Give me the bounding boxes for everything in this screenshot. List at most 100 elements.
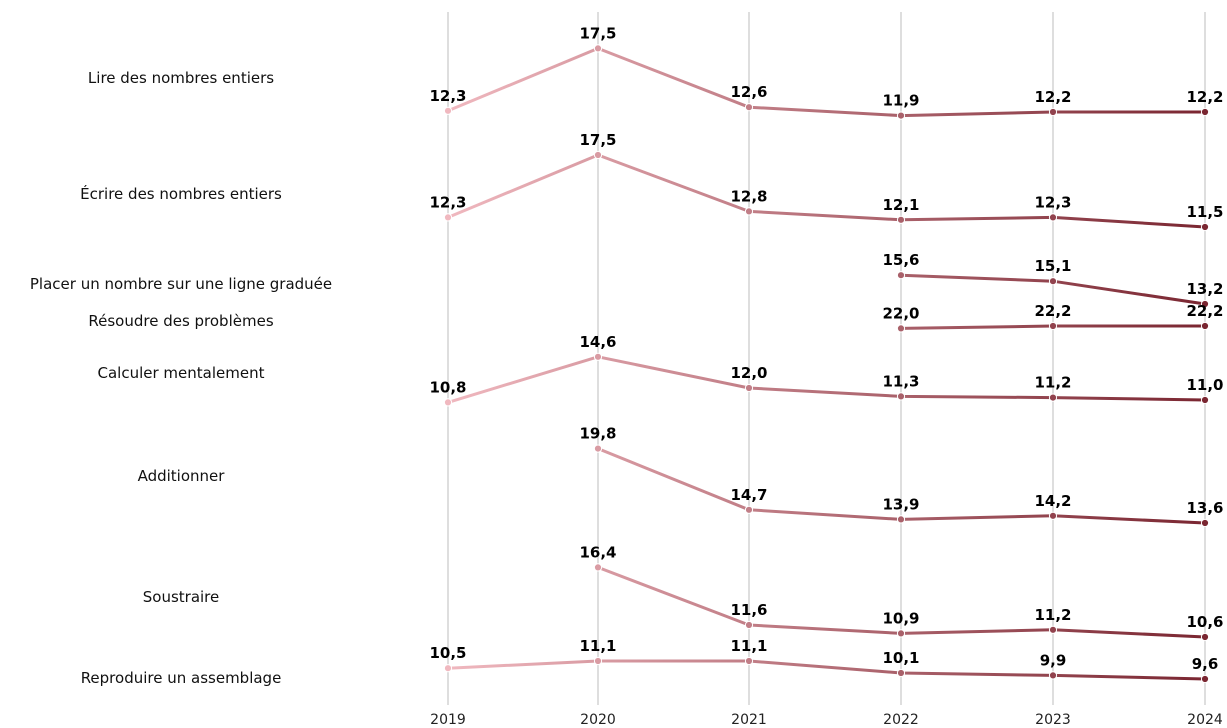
row-label: Soustraire <box>143 588 220 606</box>
data-point <box>896 629 906 638</box>
data-label: 13,6 <box>1186 499 1223 517</box>
data-label: 12,6 <box>730 83 767 101</box>
data-point <box>593 352 603 361</box>
data-point <box>896 392 906 401</box>
data-label: 13,2 <box>1186 280 1223 298</box>
data-point <box>1048 107 1058 117</box>
series-layer: 12,3 17,5 12,6 11,9 12,2 12,2 12,3 17,5 12,8 12,1… <box>429 24 1224 684</box>
series-row: 10,5 11,1 11,1 10,1 9,9 9,6 <box>429 637 1219 684</box>
data-point <box>593 150 603 160</box>
data-point <box>443 664 453 673</box>
data-point <box>896 515 906 524</box>
data-label: 11,1 <box>730 637 767 655</box>
data-point <box>1048 393 1058 402</box>
series-line <box>446 659 1207 681</box>
data-point <box>1200 518 1210 528</box>
x-tick-label-2022: 2022 <box>883 712 919 728</box>
data-label: 11,0 <box>1186 376 1223 394</box>
data-label: 16,4 <box>579 543 616 561</box>
row-label: Résoudre des problèmes <box>88 312 273 330</box>
data-label: 11,6 <box>730 601 767 619</box>
data-label: 12,2 <box>1034 88 1071 106</box>
data-point <box>593 656 603 666</box>
data-point <box>1200 321 1210 331</box>
data-point <box>744 505 754 514</box>
data-label: 12,1 <box>882 196 919 214</box>
data-label: 22,0 <box>882 304 919 322</box>
data-point <box>744 620 754 630</box>
data-point <box>896 668 906 678</box>
data-label: 12,2 <box>1186 88 1223 106</box>
series-line <box>446 46 1207 118</box>
data-point <box>593 444 603 453</box>
data-label: 15,1 <box>1034 257 1071 275</box>
data-label: 10,6 <box>1186 613 1223 631</box>
data-point <box>593 563 603 572</box>
data-label: 14,2 <box>1034 492 1071 510</box>
x-tick-label-2021: 2021 <box>731 712 767 728</box>
row-labels: Lire des nombres entiers Écrire des nombr… <box>30 69 332 687</box>
data-point <box>1048 511 1058 520</box>
data-point <box>593 44 603 53</box>
data-label: 10,8 <box>429 378 466 396</box>
row-label: Placer un nombre sur une ligne graduée <box>30 275 332 293</box>
data-point <box>443 398 453 407</box>
data-label: 11,2 <box>1034 374 1071 392</box>
data-label: 11,3 <box>882 372 919 390</box>
data-label: 9,9 <box>1040 651 1067 669</box>
data-label: 10,1 <box>882 649 919 667</box>
x-tick-label-2023: 2023 <box>1035 712 1071 728</box>
data-point <box>1200 395 1210 405</box>
data-label: 22,2 <box>1186 302 1223 320</box>
data-label: 13,9 <box>882 495 919 513</box>
data-label: 11,2 <box>1034 606 1071 624</box>
data-point <box>443 106 453 115</box>
data-label: 12,8 <box>730 187 767 205</box>
series-row: 12,3 17,5 12,6 11,9 12,2 12,2 <box>429 24 1224 120</box>
series-row: 10,8 14,6 12,0 11,3 11,2 11,0 <box>429 333 1224 407</box>
data-point <box>744 103 754 112</box>
data-point <box>1200 299 1210 309</box>
data-point <box>1048 321 1058 331</box>
row-label: Lire des nombres entiers <box>88 69 274 87</box>
data-label: 9,6 <box>1192 655 1219 673</box>
data-point <box>1048 625 1058 634</box>
data-label: 14,6 <box>579 333 616 351</box>
series-line <box>446 153 1207 229</box>
data-point <box>1200 222 1210 232</box>
data-point <box>1048 277 1058 286</box>
row-label: Écrire des nombres entiers <box>80 184 282 203</box>
data-point <box>443 213 453 222</box>
x-axis-labels: 2019 2020 2021 2022 2023 2024 <box>430 712 1223 728</box>
data-point <box>1200 107 1210 117</box>
data-point <box>896 111 906 120</box>
series-row: 15,6 15,1 13,2 <box>882 251 1224 309</box>
row-label: Reproduire un assemblage <box>81 669 282 687</box>
grid-layer <box>447 12 1206 705</box>
series-row: 12,3 17,5 12,8 12,1 12,3 11,5 <box>429 131 1224 232</box>
data-label: 19,8 <box>579 425 616 443</box>
row-label: Calculer mentalement <box>98 364 265 382</box>
data-point <box>1048 213 1058 222</box>
series-row: 19,8 14,7 13,9 14,2 13,6 <box>579 425 1224 528</box>
data-point <box>1048 671 1058 680</box>
data-label: 15,6 <box>882 251 919 269</box>
data-label: 12,3 <box>429 193 466 211</box>
data-point <box>896 271 906 280</box>
data-label: 22,2 <box>1034 302 1071 320</box>
data-label: 12,3 <box>429 87 466 105</box>
x-tick-label-2024: 2024 <box>1187 712 1223 728</box>
x-tick-label-2019: 2019 <box>430 712 466 728</box>
data-point <box>896 215 906 224</box>
series-line <box>446 355 1207 404</box>
data-label: 10,9 <box>882 609 919 627</box>
data-label: 11,5 <box>1186 203 1223 221</box>
data-label: 11,9 <box>882 92 919 110</box>
data-label: 10,5 <box>429 644 466 662</box>
data-label: 12,3 <box>1034 193 1071 211</box>
data-point <box>744 207 754 216</box>
x-tick-label-2020: 2020 <box>580 712 616 728</box>
data-point <box>744 656 754 666</box>
data-label: 11,1 <box>579 637 616 655</box>
